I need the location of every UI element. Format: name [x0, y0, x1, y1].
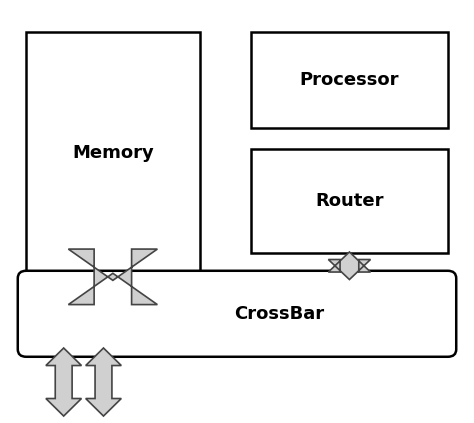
Bar: [251, 149, 448, 253]
Polygon shape: [68, 249, 157, 305]
FancyBboxPatch shape: [18, 271, 456, 357]
Text: Processor: Processor: [300, 71, 399, 89]
Bar: [251, 32, 448, 128]
Text: CrossBar: CrossBar: [234, 305, 324, 323]
Text: Router: Router: [315, 192, 383, 210]
Text: Memory: Memory: [72, 144, 154, 162]
Polygon shape: [46, 348, 82, 416]
Polygon shape: [328, 252, 371, 280]
Bar: [26, 32, 200, 274]
Polygon shape: [86, 348, 121, 416]
